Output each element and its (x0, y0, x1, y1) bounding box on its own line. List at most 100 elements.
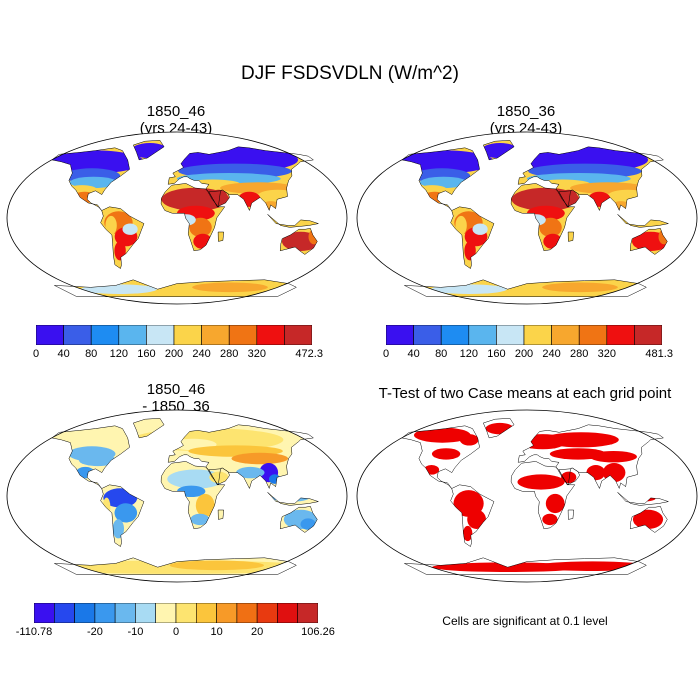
colorbar-swatch (606, 325, 635, 345)
colorbar-swatch (297, 603, 318, 623)
land-base (267, 214, 319, 228)
colorbar-swatch (228, 325, 258, 345)
colorbar-tick-label: 481.3 (645, 348, 673, 360)
data-cell (467, 509, 486, 529)
colorbar-tick-label: 106.26 (301, 626, 335, 638)
colorbar-tick-label: 80 (85, 348, 98, 360)
coastline (267, 492, 320, 506)
map-frame (356, 409, 698, 583)
data-cell (589, 451, 637, 463)
colorbar-swatch (94, 603, 116, 623)
data-cell (539, 217, 562, 237)
colorbar-swatch (175, 603, 197, 623)
data-cell (542, 282, 618, 293)
data-cell (535, 561, 650, 571)
colorbar-swatch (386, 325, 414, 345)
land-base (617, 492, 669, 506)
land-base (218, 232, 224, 242)
colorbar-tick-label: 40 (57, 348, 70, 360)
colorbar-tick-label: 200 (514, 348, 534, 360)
coastline (100, 206, 145, 270)
coastline (167, 424, 315, 490)
colorbar-swatch (63, 325, 92, 345)
colorbar-swatch (155, 603, 177, 623)
colorbar-c: -110.78 -20 -10 0 10 20 106.26 (16, 603, 335, 643)
colorbar-swatch (634, 325, 662, 345)
colorbar-swatch (496, 325, 525, 345)
coastline (279, 506, 318, 533)
land-base (568, 232, 574, 242)
colorbar-tick-label: 40 (407, 348, 420, 360)
coastline (482, 140, 515, 161)
data-cell (105, 215, 117, 236)
colorbar-a: 0 40 80 120 160 200 240 280 320 472.3 (32, 325, 323, 365)
colorbar-swatch (135, 603, 157, 623)
colorbar-swatch (173, 325, 202, 345)
colorbar-swatch (90, 325, 120, 345)
colorbar-swatch (277, 603, 298, 623)
coastline (404, 557, 647, 575)
coastline (208, 467, 230, 486)
coastline (267, 214, 320, 228)
colorbar-tick-label: 0 (32, 348, 40, 360)
data-cell (543, 432, 619, 448)
panel-b-title-line1: 1850_36 (496, 103, 556, 120)
colorbar-swatch (53, 603, 75, 623)
data-cell (459, 434, 479, 446)
coastline (160, 461, 226, 530)
coastline (558, 467, 580, 486)
coastline (629, 228, 668, 255)
colorbar-tick-label: 160 (137, 348, 156, 360)
coastline (54, 557, 297, 575)
significance-note: Cells are significant at 0.1 level (442, 614, 608, 628)
coastline (132, 140, 165, 161)
colorbar-swatch (578, 325, 608, 345)
colorbar-tick-label: 280 (570, 348, 589, 360)
coastline (510, 461, 576, 530)
data-cell (542, 513, 558, 526)
panel-a-title-line1: 1850_46 (146, 103, 206, 120)
coastline (279, 228, 318, 255)
panel-c-title-line1: 1850_46 (146, 381, 206, 398)
colorbar-tick-label: 320 (597, 348, 616, 360)
colorbar-swatch (146, 325, 175, 345)
land-base (568, 510, 574, 520)
coastline (450, 484, 495, 548)
coastline (617, 492, 670, 506)
figure-title: DJF FSDSVDLN (W/m^2) (241, 63, 459, 84)
coastline (100, 484, 145, 548)
coastline (51, 147, 130, 211)
map-frame (6, 409, 348, 583)
coastline (132, 418, 165, 439)
map-panel-b (356, 131, 698, 305)
colorbar-swatch (36, 325, 64, 345)
data-cell (455, 215, 467, 236)
coastline (401, 147, 480, 211)
data-cell (114, 503, 138, 523)
land-base (218, 510, 224, 520)
colorbar-swatch (201, 325, 230, 345)
map-frame (6, 131, 348, 305)
coastline (510, 183, 576, 252)
map-frame (356, 131, 698, 305)
coastline (51, 425, 130, 489)
data-cell (189, 217, 212, 237)
coastline (160, 183, 226, 252)
land-base (133, 418, 165, 438)
data-cell (231, 452, 289, 465)
data-cell (190, 513, 210, 526)
data-cell (112, 519, 125, 539)
data-cell (122, 223, 138, 235)
data-cell (192, 282, 268, 293)
coastline (617, 214, 670, 228)
coastline (517, 146, 665, 212)
coastline (217, 509, 224, 520)
colorbar-b: 0 40 80 120 160 200 240 280 320 481.3 (383, 325, 673, 365)
colorbar-tick-label: -20 (86, 626, 103, 638)
colorbar-tick-label: 80 (435, 348, 448, 360)
colorbar-tick-label: 120 (109, 348, 128, 360)
coastline (482, 418, 515, 439)
data-cell (431, 448, 461, 460)
panel-d-title: T-Test of two Case means at each grid po… (378, 385, 672, 402)
colorbar-tick-label: 320 (247, 348, 266, 360)
